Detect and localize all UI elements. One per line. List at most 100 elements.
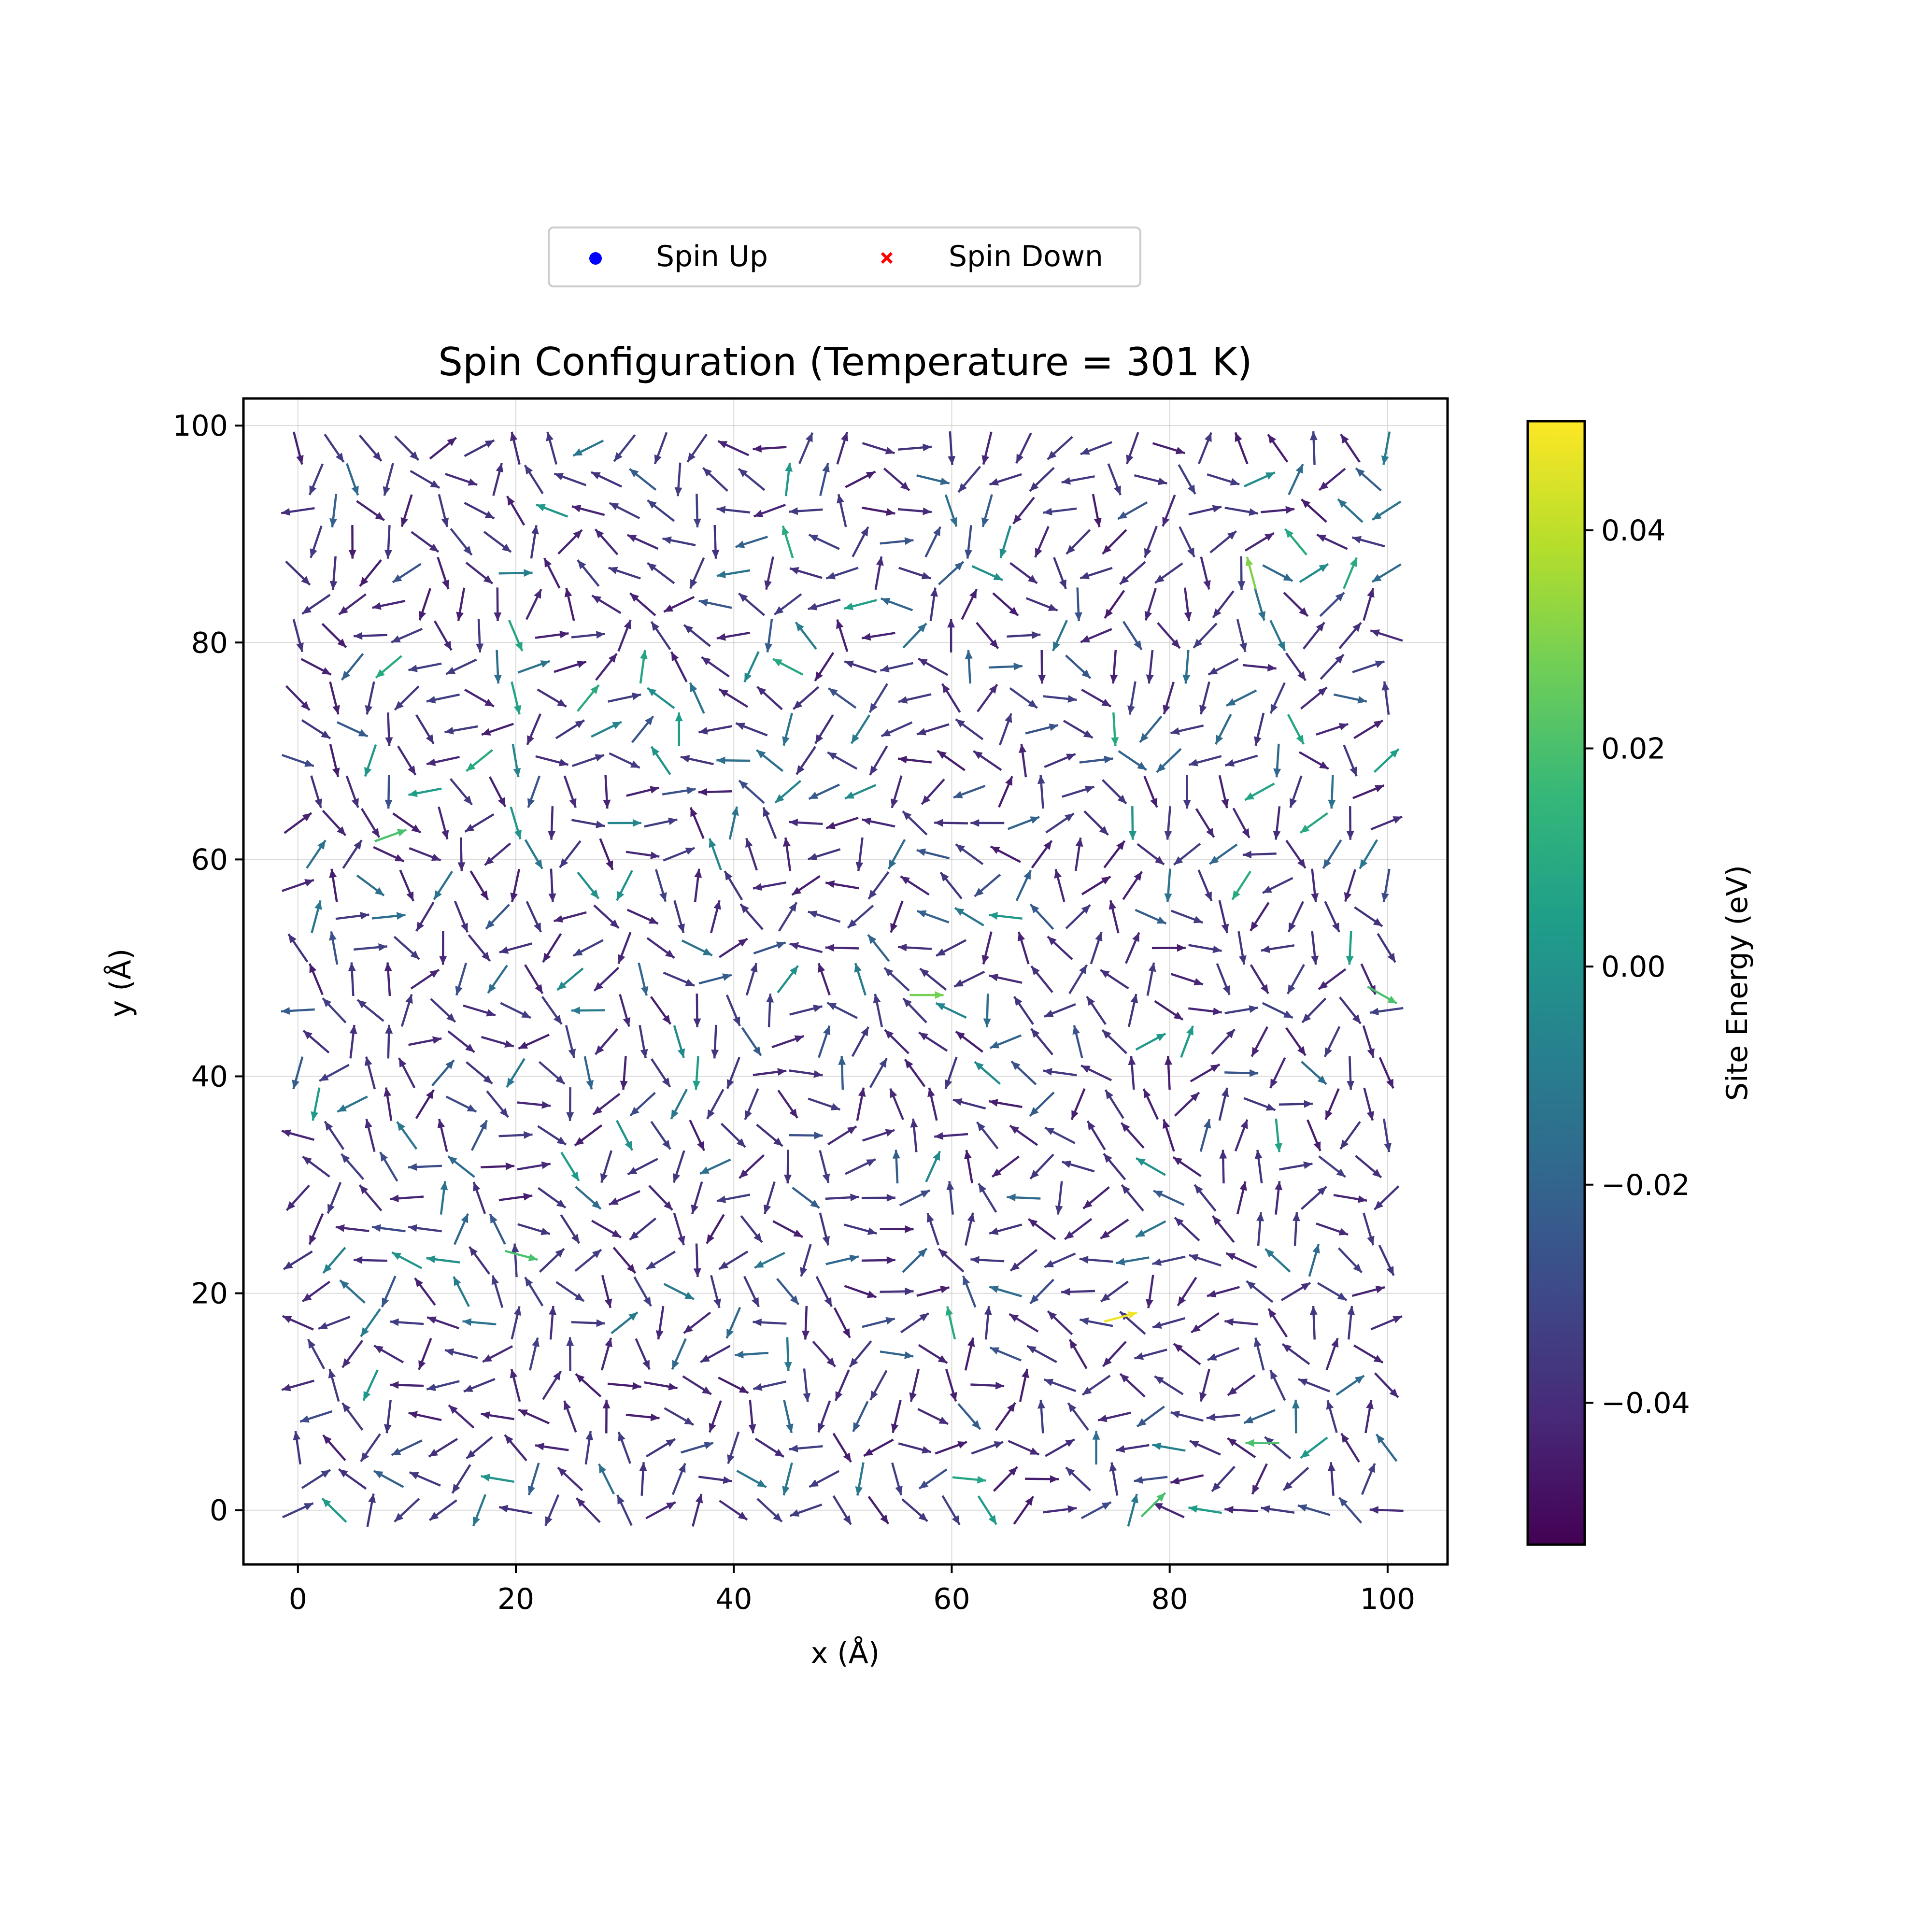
spin-arrow	[426, 756, 460, 766]
spin-arrow	[311, 1087, 321, 1121]
spin-arrow	[1309, 1306, 1318, 1340]
spin-arrow	[774, 780, 802, 804]
spin-arrow	[1218, 1087, 1229, 1121]
spin-arrow	[1174, 1217, 1200, 1242]
spin-arrow	[808, 598, 841, 611]
spin-arrow	[784, 462, 793, 497]
spin-arrow	[564, 587, 575, 621]
spin-arrow	[1283, 592, 1309, 617]
spin-arrow	[992, 592, 1019, 617]
spin-arrow	[607, 1382, 641, 1390]
colorbar-tick-label: 0.02	[1601, 732, 1666, 766]
spin-arrow	[1200, 556, 1211, 590]
spin-arrow	[1370, 815, 1403, 831]
spin-arrow	[825, 1254, 859, 1265]
spin-arrow	[891, 1462, 903, 1496]
spin-arrow	[612, 1247, 637, 1274]
spin-arrow	[1224, 1069, 1259, 1077]
spin-arrow	[414, 1277, 436, 1306]
spin-arrow	[390, 1318, 424, 1326]
spin-arrow	[381, 1276, 397, 1307]
y-tick-label: 20	[191, 1277, 228, 1311]
spin-arrow	[555, 1281, 585, 1302]
spin-arrow	[464, 501, 495, 520]
spin-arrow	[973, 750, 1002, 771]
spin-arrow	[941, 683, 961, 713]
spin-arrow	[447, 1030, 475, 1053]
spin-arrow	[1343, 557, 1358, 589]
spin-arrow	[1343, 744, 1358, 777]
spin-arrow	[593, 966, 620, 992]
spin-arrow	[309, 963, 324, 995]
chart-title: Spin Configuration (Temperature = 301 K)	[438, 340, 1252, 384]
spin-arrow	[1195, 808, 1215, 838]
spin-arrow	[625, 1413, 660, 1421]
spin-arrow	[700, 1345, 731, 1364]
spin-arrow	[349, 1024, 357, 1059]
spin-arrow	[1184, 587, 1192, 622]
spin-arrow	[947, 619, 955, 653]
spin-arrow	[918, 1344, 948, 1364]
spin-arrow	[976, 1121, 999, 1150]
spin-arrow	[646, 562, 675, 584]
spin-arrow	[772, 1220, 804, 1238]
spin-arrow	[1080, 1501, 1112, 1520]
spin-arrow	[466, 1061, 493, 1085]
spin-arrow	[1154, 1000, 1184, 1021]
spin-arrow	[844, 1285, 877, 1298]
spin-arrow	[1100, 1219, 1129, 1240]
spin-arrow	[904, 1058, 926, 1087]
spin-arrow	[609, 1190, 640, 1206]
spin-arrow	[1101, 1029, 1128, 1054]
spin-arrow	[673, 1212, 685, 1246]
spin-arrow	[384, 775, 393, 809]
spin-arrow	[1301, 1061, 1327, 1085]
spin-arrow	[981, 431, 993, 465]
spin-arrow	[1128, 806, 1136, 840]
spin-arrow	[825, 1193, 859, 1202]
spin-arrow	[1154, 562, 1183, 584]
spin-arrow	[1136, 843, 1165, 866]
spin-arrow	[740, 1215, 763, 1243]
spin-arrow	[710, 1275, 721, 1308]
spin-arrow	[566, 1337, 574, 1371]
spin-arrow	[487, 965, 508, 994]
spin-arrow	[1053, 557, 1067, 589]
spin-arrow	[844, 784, 877, 800]
spin-arrow	[366, 1493, 376, 1527]
spin-arrow	[329, 494, 338, 528]
spin-arrow	[934, 819, 968, 827]
spin-arrow	[465, 749, 493, 772]
spin-arrow	[844, 1158, 876, 1175]
spin-arrow	[1081, 688, 1112, 708]
spin-arrow	[1097, 1411, 1131, 1422]
spin-arrow	[301, 1280, 331, 1303]
spin-arrow	[900, 1312, 930, 1334]
spin-arrow	[1282, 1466, 1309, 1492]
spin-arrow	[817, 1400, 831, 1433]
spin-arrow	[1104, 1089, 1124, 1119]
spin-arrow	[454, 900, 469, 933]
spin-arrow	[1107, 463, 1122, 496]
spin-arrow	[1317, 1282, 1348, 1301]
spin-arrow	[400, 494, 413, 527]
spin-arrow	[574, 1124, 603, 1147]
spin-arrow	[725, 994, 741, 1026]
spin-arrow	[988, 662, 1023, 670]
spin-arrow	[1197, 869, 1213, 902]
spin-arrow	[354, 943, 388, 951]
spin-arrow	[789, 1005, 823, 1016]
spin-arrow	[594, 1028, 619, 1055]
spin-arrow	[468, 934, 491, 962]
spin-arrow	[673, 1025, 685, 1058]
spin-arrow	[1370, 629, 1403, 642]
spin-arrow	[889, 1088, 904, 1121]
x-tick-label: 40	[715, 1582, 752, 1616]
spin-arrow	[738, 592, 765, 616]
spin-arrow	[1318, 1155, 1347, 1178]
spin-arrow	[902, 623, 927, 649]
spin-arrow	[825, 817, 859, 829]
spin-arrow	[329, 744, 340, 777]
spin-arrow	[766, 994, 774, 1027]
spin-arrow	[998, 713, 1012, 746]
